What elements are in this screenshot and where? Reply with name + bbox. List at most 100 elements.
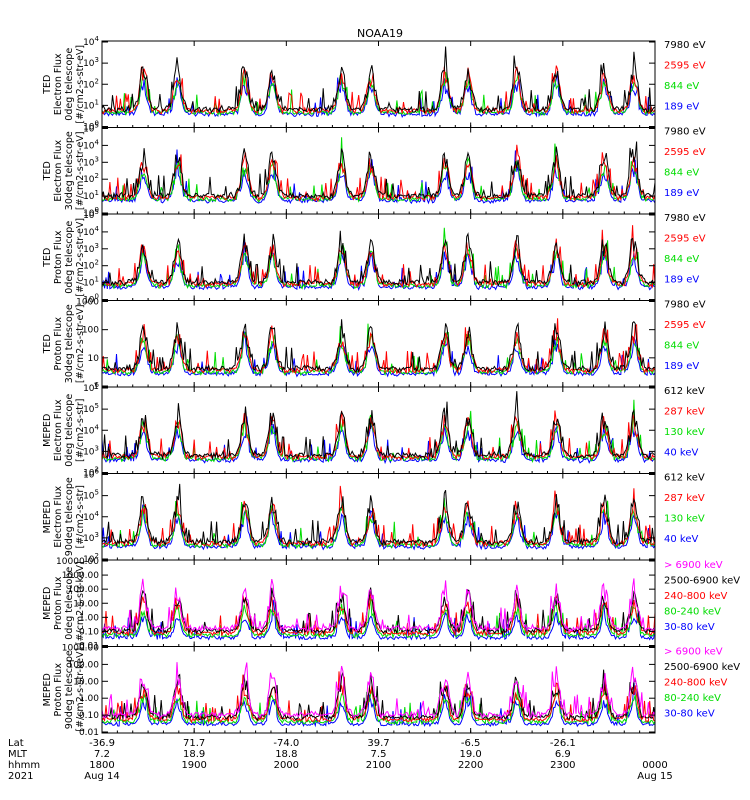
y-axis-label-line: 90deg telescope xyxy=(64,477,75,556)
y-axis-label-line: 30deg telescope xyxy=(64,131,75,210)
y-tick-label: 105 xyxy=(83,402,99,415)
footer-tick-value: Aug 14 xyxy=(84,771,119,782)
y-tick-label: 102 xyxy=(83,77,99,90)
series-line--6900-kev xyxy=(102,578,655,634)
series-line-240-800-kev xyxy=(102,590,655,637)
panel-8: 0.01 0.10 1.00 10.00 100.00 1000.00 MEPED Proto… xyxy=(42,644,740,739)
y-tick-label: 101 xyxy=(83,98,99,111)
footer-tick-value: 2300 xyxy=(550,760,575,771)
series-line-7980-ev xyxy=(102,141,655,201)
series-line-7980-ev xyxy=(102,319,655,374)
y-axis-label-line: Proton Flux xyxy=(53,317,64,371)
y-axis-label-line: [#/cm2-s-str] xyxy=(75,485,86,548)
y-axis-label-line: [#/cm2-s-str-keV] xyxy=(75,648,86,732)
legend-entry: 2500-6900 keV xyxy=(664,662,740,673)
legend-entry: 7980 eV xyxy=(664,213,706,224)
y-tick-label: 100 xyxy=(83,293,99,306)
series-line-844-ev xyxy=(102,137,655,203)
footer-tick-value: 2000 xyxy=(274,760,299,771)
y-tick-label: 0.01 xyxy=(79,728,99,738)
legend-entry: 189 eV xyxy=(664,275,699,286)
panel-4: 1 10 100 1000 TED Proton Flux 30deg telescope[… xyxy=(42,298,706,393)
y-tick-label: 101 xyxy=(83,276,99,289)
panel-1: 100 101 102 103 104 TED Electron Flux 0deg tele… xyxy=(42,35,706,133)
y-tick-label: 10.00 xyxy=(73,599,99,609)
footer-tick-value: 18.9 xyxy=(183,749,205,760)
panel-5-data xyxy=(102,391,655,465)
y-tick-label: 103 xyxy=(83,155,99,168)
legend-entry: 130 keV xyxy=(664,427,705,438)
footer-row-label: Lat xyxy=(8,738,24,749)
legend-entry: 7980 eV xyxy=(664,300,706,311)
y-tick-label: 105 xyxy=(83,208,99,221)
y-tick-label: 102 xyxy=(83,259,99,272)
legend-entry: 844 eV xyxy=(664,341,699,352)
y-tick-label: 1000.00 xyxy=(62,644,99,654)
y-tick-label: 105 xyxy=(83,122,99,135)
legend-entry: 7980 eV xyxy=(664,40,706,51)
y-tick-label: 103 xyxy=(83,444,99,457)
y-tick-label: 104 xyxy=(83,225,99,238)
legend-entry: 80-240 keV xyxy=(664,693,721,704)
panel-6-data xyxy=(102,483,655,551)
legend-entry: 189 eV xyxy=(664,361,699,372)
legend-entry: 287 keV xyxy=(664,407,705,418)
panel-6: 102 103 104 105 106 MEPED Electron Flux 90deg t… xyxy=(42,468,705,566)
y-tick-label: 1.00 xyxy=(79,694,99,704)
panel-1-data xyxy=(102,46,655,119)
y-tick-label: 100.00 xyxy=(68,585,100,595)
legend-entry: 844 eV xyxy=(664,168,699,179)
y-axis-label-line: [#/cm2-s-str-eV] xyxy=(75,218,86,297)
footer-tick-value: 6.9 xyxy=(555,749,571,760)
legend-entry: 189 eV xyxy=(664,188,699,199)
panel-7: 0.01 0.10 1.00 10.00 100.00 1000.00 10000.00 ME… xyxy=(42,557,740,652)
y-axis-label-line: MEPED xyxy=(42,673,53,706)
series-line-7980-ev xyxy=(102,46,655,115)
legend-entry: > 6900 keV xyxy=(664,560,723,571)
footer-tick-value: 2100 xyxy=(366,760,391,771)
footer-row-label: hhmm xyxy=(8,760,40,771)
legend-entry: 612 keV xyxy=(664,473,705,484)
legend-entry: 2595 eV xyxy=(664,320,706,331)
series-line-130-kev xyxy=(102,497,655,550)
legend-entry: 130 keV xyxy=(664,514,705,525)
legend-entry: 80-240 keV xyxy=(664,607,721,618)
panel-3-data xyxy=(102,225,655,291)
panel-5: 102 103 104 105 106 MEPED Electron Flux 0deg te… xyxy=(42,381,705,479)
footer-tick-value: -26.1 xyxy=(550,738,576,749)
series-line-80-240-kev xyxy=(102,681,655,726)
legend-entry: 189 eV xyxy=(664,102,699,113)
series-line-844-ev xyxy=(102,227,655,290)
footer-tick-value: 2200 xyxy=(458,760,483,771)
series-line--6900-kev xyxy=(102,662,655,721)
footer-tick-value: 1800 xyxy=(89,760,114,771)
y-tick-label: 104 xyxy=(83,35,99,48)
legend-entry: 2595 eV xyxy=(664,61,706,72)
y-axis-label-line: [#/cm2-s-str-eV] xyxy=(75,45,86,124)
y-axis-label-line: Electron Flux xyxy=(53,140,64,202)
y-tick-label: 106 xyxy=(83,468,99,481)
y-tick-label: 0.01 xyxy=(79,642,99,652)
y-tick-label: 102 xyxy=(83,172,99,185)
legend-entry: 40 keV xyxy=(664,448,698,459)
panel-2: 100 101 102 103 104 105 TED Electron Flux 30deg … xyxy=(42,122,706,220)
series-line-2500-6900-kev xyxy=(102,669,655,722)
legend-entry: > 6900 keV xyxy=(664,647,723,658)
series-line-612-kev xyxy=(102,483,655,547)
y-axis-label-line: 0deg telescope xyxy=(64,567,75,640)
y-axis-label-line: Proton Flux xyxy=(53,576,64,630)
panel-7-data xyxy=(102,578,655,641)
footer-tick-value: -36.9 xyxy=(89,738,115,749)
y-axis-label-line: Proton Flux xyxy=(53,230,64,284)
footer-tick-value: 7.5 xyxy=(371,749,387,760)
panel-2-data xyxy=(102,137,655,205)
series-line-40-kev xyxy=(102,415,655,465)
footer-tick-value: 71.7 xyxy=(183,738,205,749)
y-axis-label-line: [#/cm2-s-str-eV] xyxy=(75,131,86,210)
y-tick-label: 101 xyxy=(83,189,99,202)
legend-entry: 40 keV xyxy=(664,534,698,545)
series-line-80-240-kev xyxy=(102,597,655,639)
y-tick-label: 104 xyxy=(83,510,99,523)
y-tick-label: 102 xyxy=(83,552,99,565)
